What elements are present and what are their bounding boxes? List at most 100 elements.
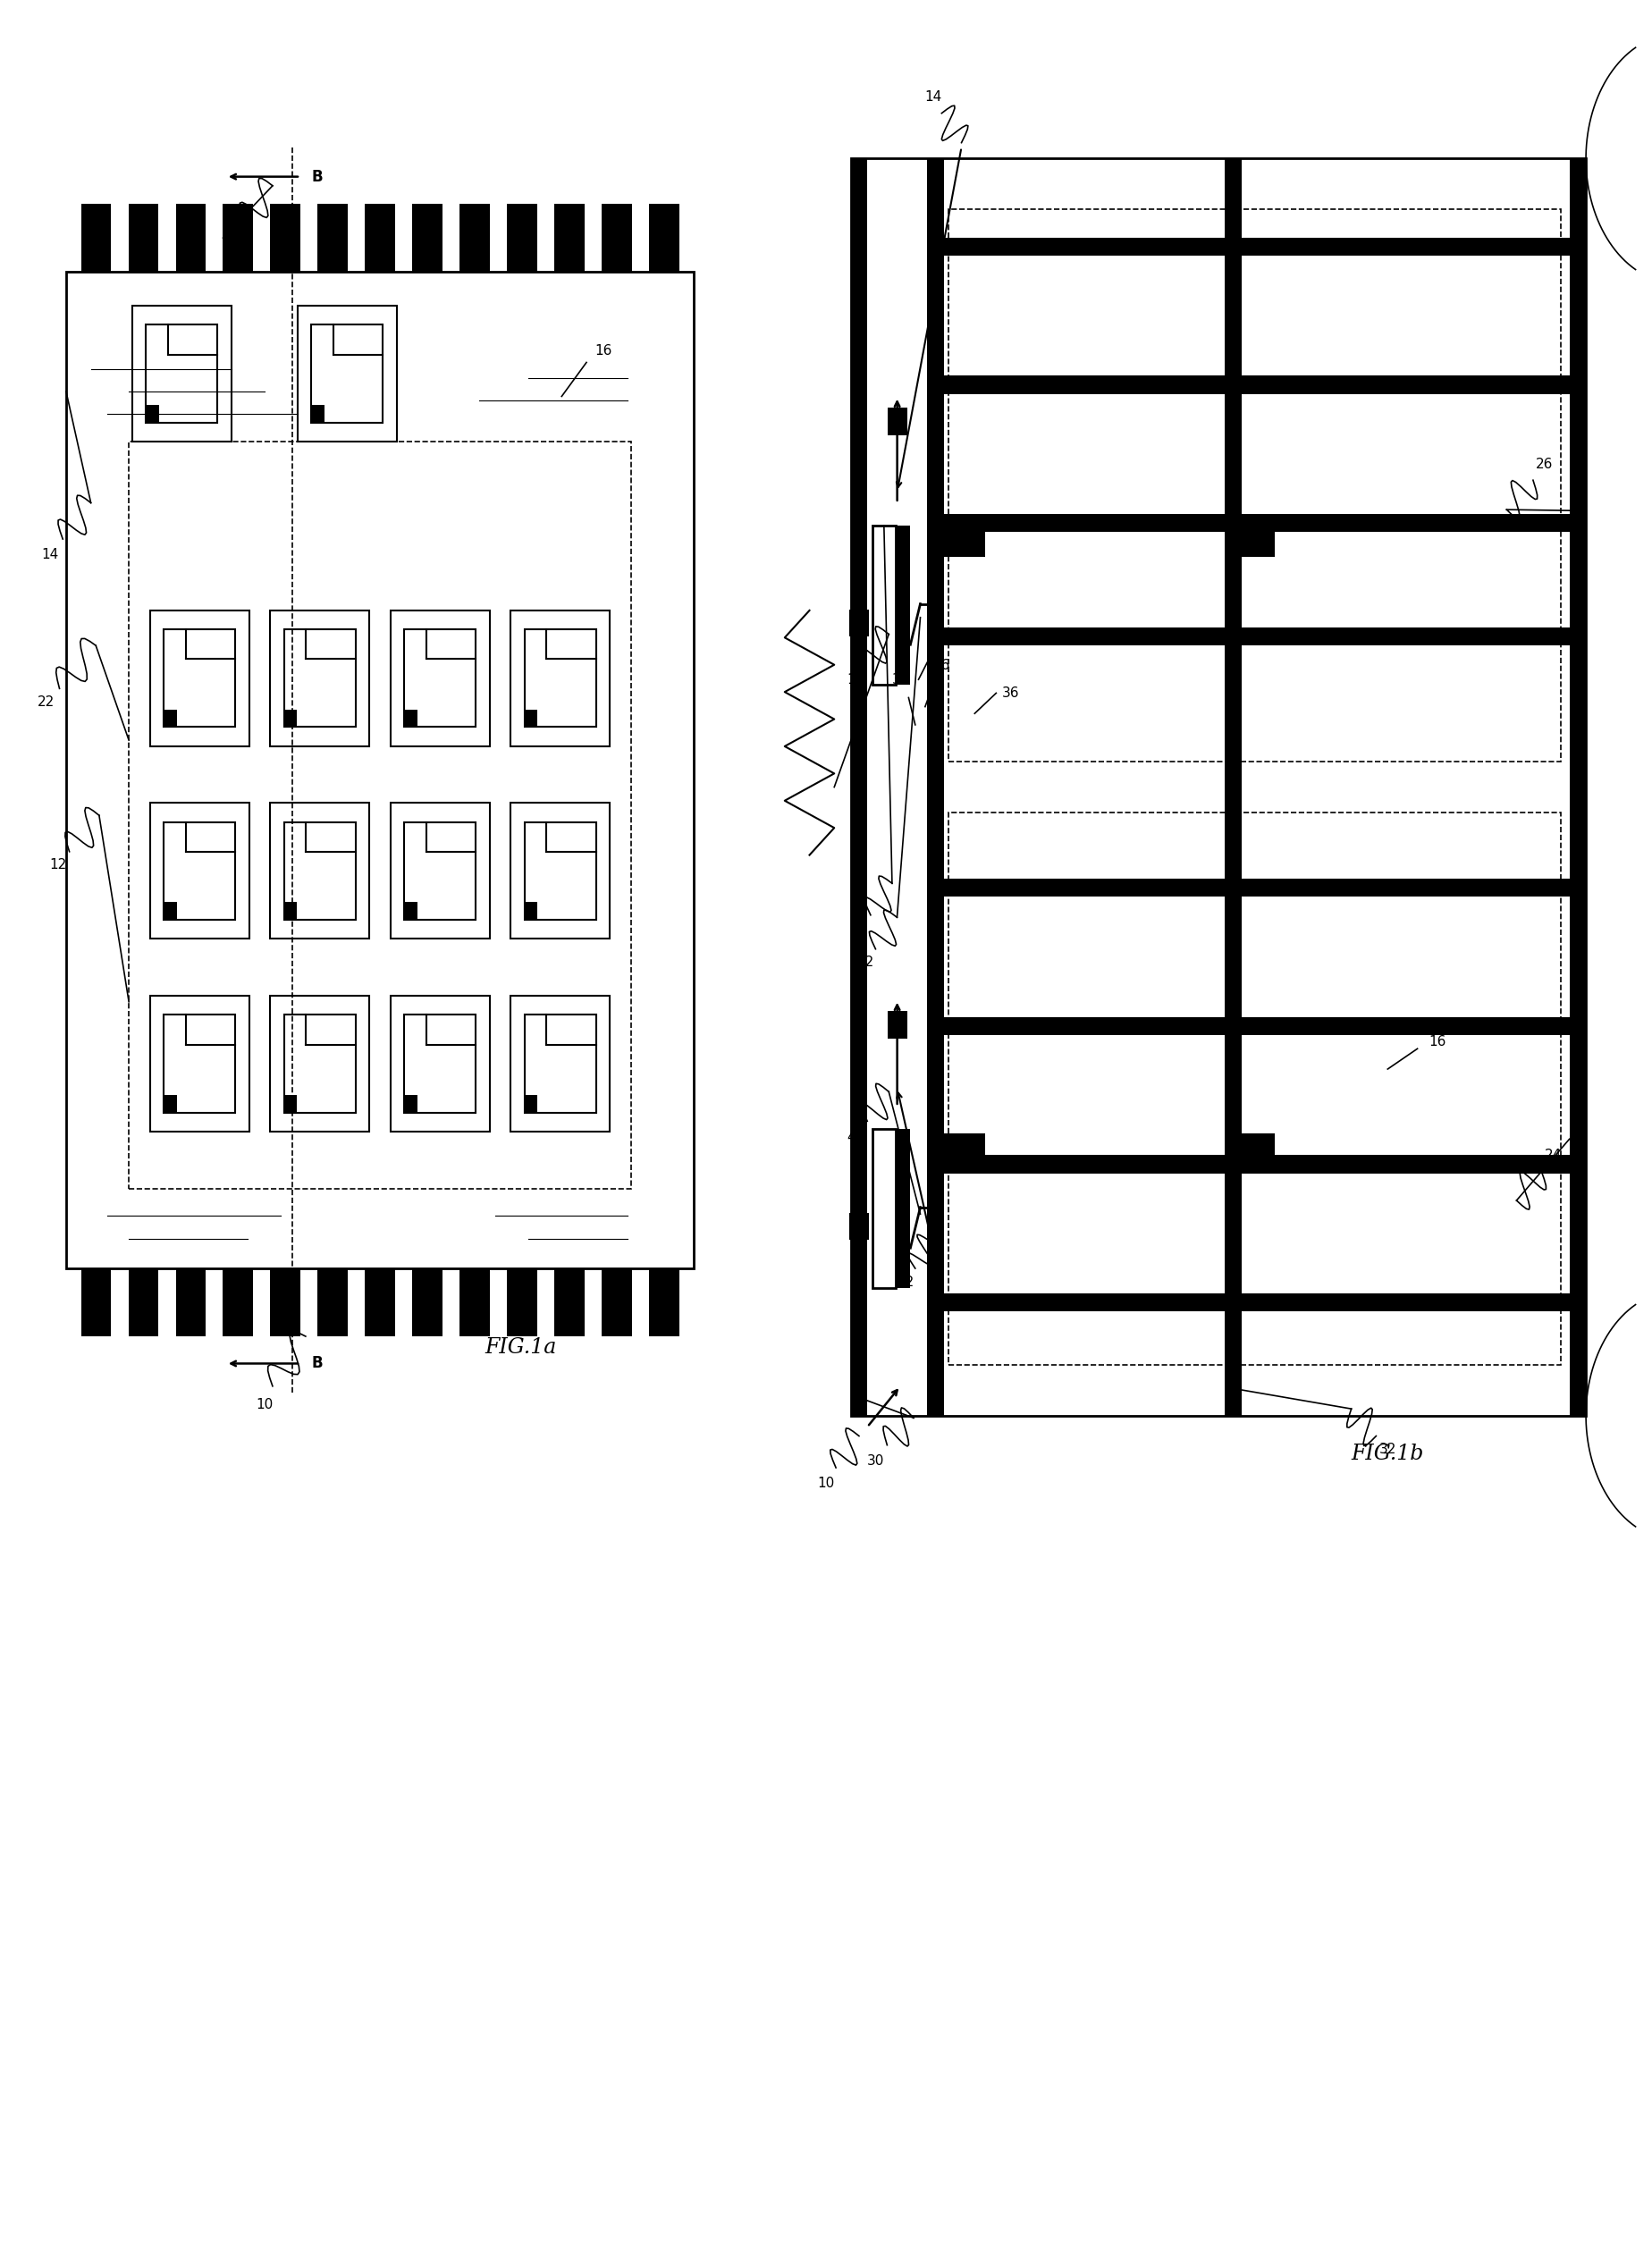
Bar (507, 204, 537, 272)
Text: 18: 18 (847, 673, 864, 686)
Bar (390, 997, 489, 1132)
Bar (555, 1268, 585, 1336)
Bar (943, 1017, 1569, 1035)
Bar (164, 822, 235, 920)
Text: 38: 38 (928, 632, 945, 646)
Text: 46: 46 (933, 659, 950, 673)
Bar (525, 822, 596, 920)
Bar (405, 822, 476, 920)
Bar (849, 609, 869, 636)
Bar (365, 1268, 395, 1336)
Bar (284, 709, 297, 727)
Bar (81, 204, 111, 272)
Bar (510, 997, 610, 1132)
Bar (525, 1015, 596, 1112)
Text: 16: 16 (595, 344, 611, 358)
Bar (150, 997, 249, 1132)
Bar (297, 306, 396, 442)
Bar (164, 1094, 177, 1112)
Bar (948, 208, 1561, 761)
Bar (525, 630, 596, 727)
Text: 20: 20 (228, 229, 244, 242)
Bar (317, 1268, 347, 1336)
Bar (525, 901, 537, 920)
Bar (895, 1128, 910, 1287)
Text: B: B (312, 1354, 324, 1373)
Bar (145, 405, 159, 424)
Bar (365, 204, 395, 272)
Bar (510, 609, 610, 745)
Text: B: B (312, 168, 324, 186)
Bar (649, 204, 679, 272)
Text: 12: 12 (50, 858, 66, 872)
Bar (311, 405, 324, 424)
Bar (271, 1268, 301, 1336)
Bar (510, 804, 610, 940)
Bar (81, 1268, 111, 1336)
Bar (175, 204, 205, 272)
Text: 10: 10 (818, 1477, 834, 1490)
Bar (405, 1094, 418, 1112)
Bar (1569, 159, 1586, 1416)
Bar (413, 1268, 443, 1336)
Bar (317, 204, 347, 272)
Bar (271, 204, 301, 272)
Bar (150, 609, 249, 745)
Bar (284, 901, 297, 920)
Text: 12: 12 (897, 1275, 914, 1289)
Text: 40: 40 (847, 1130, 864, 1144)
Bar (872, 1128, 895, 1287)
Bar (1224, 1132, 1274, 1160)
Bar (145, 324, 218, 424)
Bar (223, 204, 253, 272)
Bar (943, 238, 1569, 256)
Bar (943, 879, 1569, 897)
Bar (1224, 530, 1274, 557)
Bar (895, 525, 910, 684)
Bar (927, 159, 943, 1416)
Bar (851, 159, 1586, 1416)
Bar (164, 901, 177, 920)
Bar (872, 525, 895, 684)
Bar (284, 630, 355, 727)
Text: 26: 26 (1536, 458, 1553, 471)
Bar (129, 442, 631, 1189)
Bar (284, 1094, 297, 1112)
Bar (164, 709, 177, 727)
Bar (284, 822, 355, 920)
Text: 10: 10 (256, 1398, 273, 1411)
Bar (459, 204, 489, 272)
Bar (223, 1268, 253, 1336)
Text: FIG.1a: FIG.1a (484, 1336, 557, 1359)
Bar (887, 1010, 907, 1037)
Text: FIG.1b: FIG.1b (1351, 1443, 1424, 1465)
Bar (943, 376, 1569, 394)
Bar (943, 1155, 1569, 1173)
Bar (887, 408, 907, 435)
Bar (405, 1015, 476, 1112)
Bar (129, 1268, 159, 1336)
Text: 16: 16 (1429, 1035, 1446, 1049)
Text: 42: 42 (857, 956, 874, 969)
Bar (405, 709, 418, 727)
Text: 36: 36 (1003, 686, 1019, 700)
Bar (390, 609, 489, 745)
Bar (311, 324, 383, 424)
Bar (555, 204, 585, 272)
Text: 30: 30 (867, 1454, 884, 1468)
Bar (948, 813, 1561, 1366)
Bar (271, 609, 370, 745)
Bar (943, 514, 1569, 532)
Text: 24: 24 (1545, 1148, 1561, 1162)
Bar (405, 630, 476, 727)
Bar (132, 306, 231, 442)
Bar (66, 272, 694, 1268)
Text: 34: 34 (851, 922, 867, 935)
Bar (927, 530, 985, 557)
Bar (943, 627, 1569, 646)
Bar (413, 204, 443, 272)
Bar (1224, 159, 1241, 1416)
Bar (150, 804, 249, 940)
Text: 14: 14 (925, 91, 942, 104)
Bar (507, 1268, 537, 1336)
